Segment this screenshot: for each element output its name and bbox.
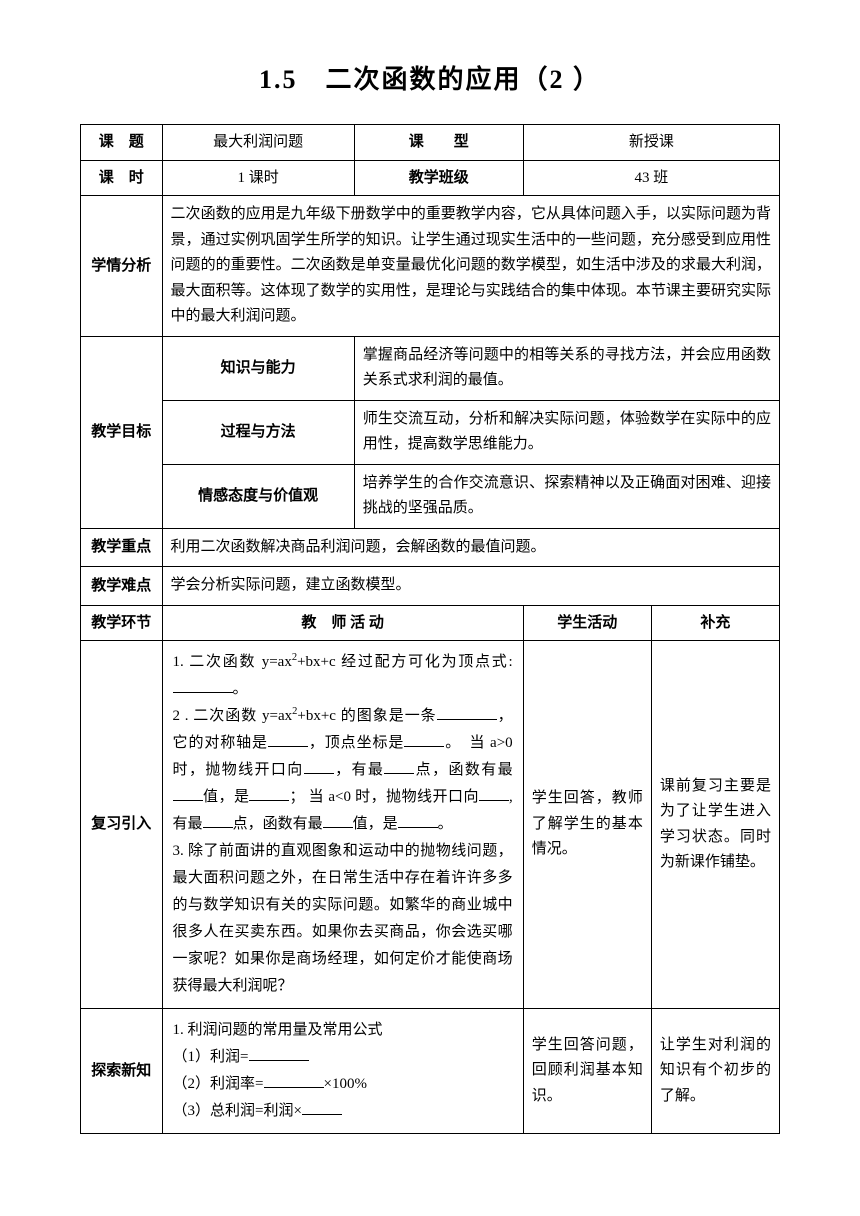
emotion-label: 情感态度与价值观 [162,464,354,528]
columns-header-row: 教学环节 教 师 活 动 学生活动 补充 [81,605,780,641]
review-row: 复习引入 1. 二次函数 y=ax2+bx+c 经过配方可化为顶点式: 。 2 … [81,641,780,1009]
knowledge-label: 知识与能力 [162,336,354,400]
class-value: 43 班 [523,160,779,196]
text-part: 值，是 [353,816,398,832]
objective-emotion-row: 情感态度与价值观 培养学生的合作交流意识、探索精神以及正确面对困难、迎接挑战的坚… [81,464,780,528]
text-part: +bx+c 的图象是一条 [297,708,436,724]
text-part: ，顶点坐标是 [308,735,404,751]
text-part: （2）利润率= [173,1076,264,1092]
text-part: 1. 利润问题的常用量及常用公式 [173,1022,383,1038]
difficulty-label: 教学难点 [81,567,163,606]
objective-knowledge-row: 教学目标 知识与能力 掌握商品经济等问题中的相等关系的寻找方法，并会应用函数关系… [81,336,780,400]
type-label: 课 型 [354,125,523,161]
focus-row: 教学重点 利用二次函数解决商品利润问题，会解函数的最值问题。 [81,528,780,567]
knowledge-content: 掌握商品经济等问题中的相等关系的寻找方法，并会应用函数关系式求利润的最值。 [354,336,779,400]
text-part: 。 [233,681,248,697]
difficulty-row: 教学难点 学会分析实际问题，建立函数模型。 [81,567,780,606]
text-part: 2 . 二次函数 y=ax [173,708,293,724]
text-part: （3）总利润=利润× [173,1103,302,1119]
topic-label: 课 题 [81,125,163,161]
text-part: 1. 二次函数 y=ax [173,654,292,670]
col-teacher: 教 师 活 动 [162,605,523,641]
period-value: 1 课时 [162,160,354,196]
text-part: ； 当 a<0 时，抛物线开口向 [289,789,479,805]
text-part: 点，函数有最 [414,762,512,778]
header-row-2: 课 时 1 课时 教学班级 43 班 [81,160,780,196]
explore-supplement: 让学生对利润的知识有个初步的了解。 [651,1009,779,1134]
class-label: 教学班级 [354,160,523,196]
review-student: 学生回答，教师了解学生的基本情况。 [523,641,651,1009]
text-part: （1）利润= [173,1049,249,1065]
text-part: ×100% [324,1076,367,1092]
col-supplement: 补充 [651,605,779,641]
text-part: 。 [438,816,453,832]
col-phase: 教学环节 [81,605,163,641]
analysis-content: 二次函数的应用是九年级下册数学中的重要教学内容，它从具体问题入手，以实际问题为背… [162,196,779,337]
objectives-label: 教学目标 [81,336,163,528]
process-label: 过程与方法 [162,400,354,464]
review-teacher: 1. 二次函数 y=ax2+bx+c 经过配方可化为顶点式: 。 2 . 二次函… [162,641,523,1009]
emotion-content: 培养学生的合作交流意识、探索精神以及正确面对困难、迎接挑战的坚强品质。 [354,464,779,528]
period-label: 课 时 [81,160,163,196]
analysis-row: 学情分析 二次函数的应用是九年级下册数学中的重要教学内容，它从具体问题入手，以实… [81,196,780,337]
analysis-label: 学情分析 [81,196,163,337]
explore-row: 探索新知 1. 利润问题的常用量及常用公式 （1）利润= （2）利润率= ×100… [81,1009,780,1134]
text-part: 3. 除了前面讲的直观图象和运动中的抛物线问题，最大面积问题之外，在日常生活中存… [173,843,513,994]
explore-student: 学生回答问题，回顾利润基本知识。 [523,1009,651,1134]
process-content: 师生交流互动，分析和解决实际问题，体验数学在实际中的应用性，提高数学思维能力。 [354,400,779,464]
lesson-title: 1.5 二次函数的应用（2 ） [80,60,780,99]
text-part: 值，是 [203,789,250,805]
header-row-1: 课 题 最大利润问题 课 型 新授课 [81,125,780,161]
difficulty-content: 学会分析实际问题，建立函数模型。 [162,567,779,606]
text-part: ，有最 [334,762,385,778]
type-value: 新授课 [523,125,779,161]
focus-label: 教学重点 [81,528,163,567]
text-part: 点，函数有最 [233,816,323,832]
objective-process-row: 过程与方法 师生交流互动，分析和解决实际问题，体验数学在实际中的应用性，提高数学… [81,400,780,464]
explore-teacher: 1. 利润问题的常用量及常用公式 （1）利润= （2）利润率= ×100% （3）… [162,1009,523,1134]
focus-content: 利用二次函数解决商品利润问题，会解函数的最值问题。 [162,528,779,567]
explore-phase: 探索新知 [81,1009,163,1134]
col-student: 学生活动 [523,605,651,641]
lesson-plan-table: 课 题 最大利润问题 课 型 新授课 课 时 1 课时 教学班级 43 班 学情… [80,124,780,1134]
review-phase: 复习引入 [81,641,163,1009]
review-supplement: 课前复习主要是为了让学生进入学习状态。同时为新课作铺垫。 [651,641,779,1009]
topic-value: 最大利润问题 [162,125,354,161]
text-part: +bx+c 经过配方可化为顶点式: [297,654,513,670]
